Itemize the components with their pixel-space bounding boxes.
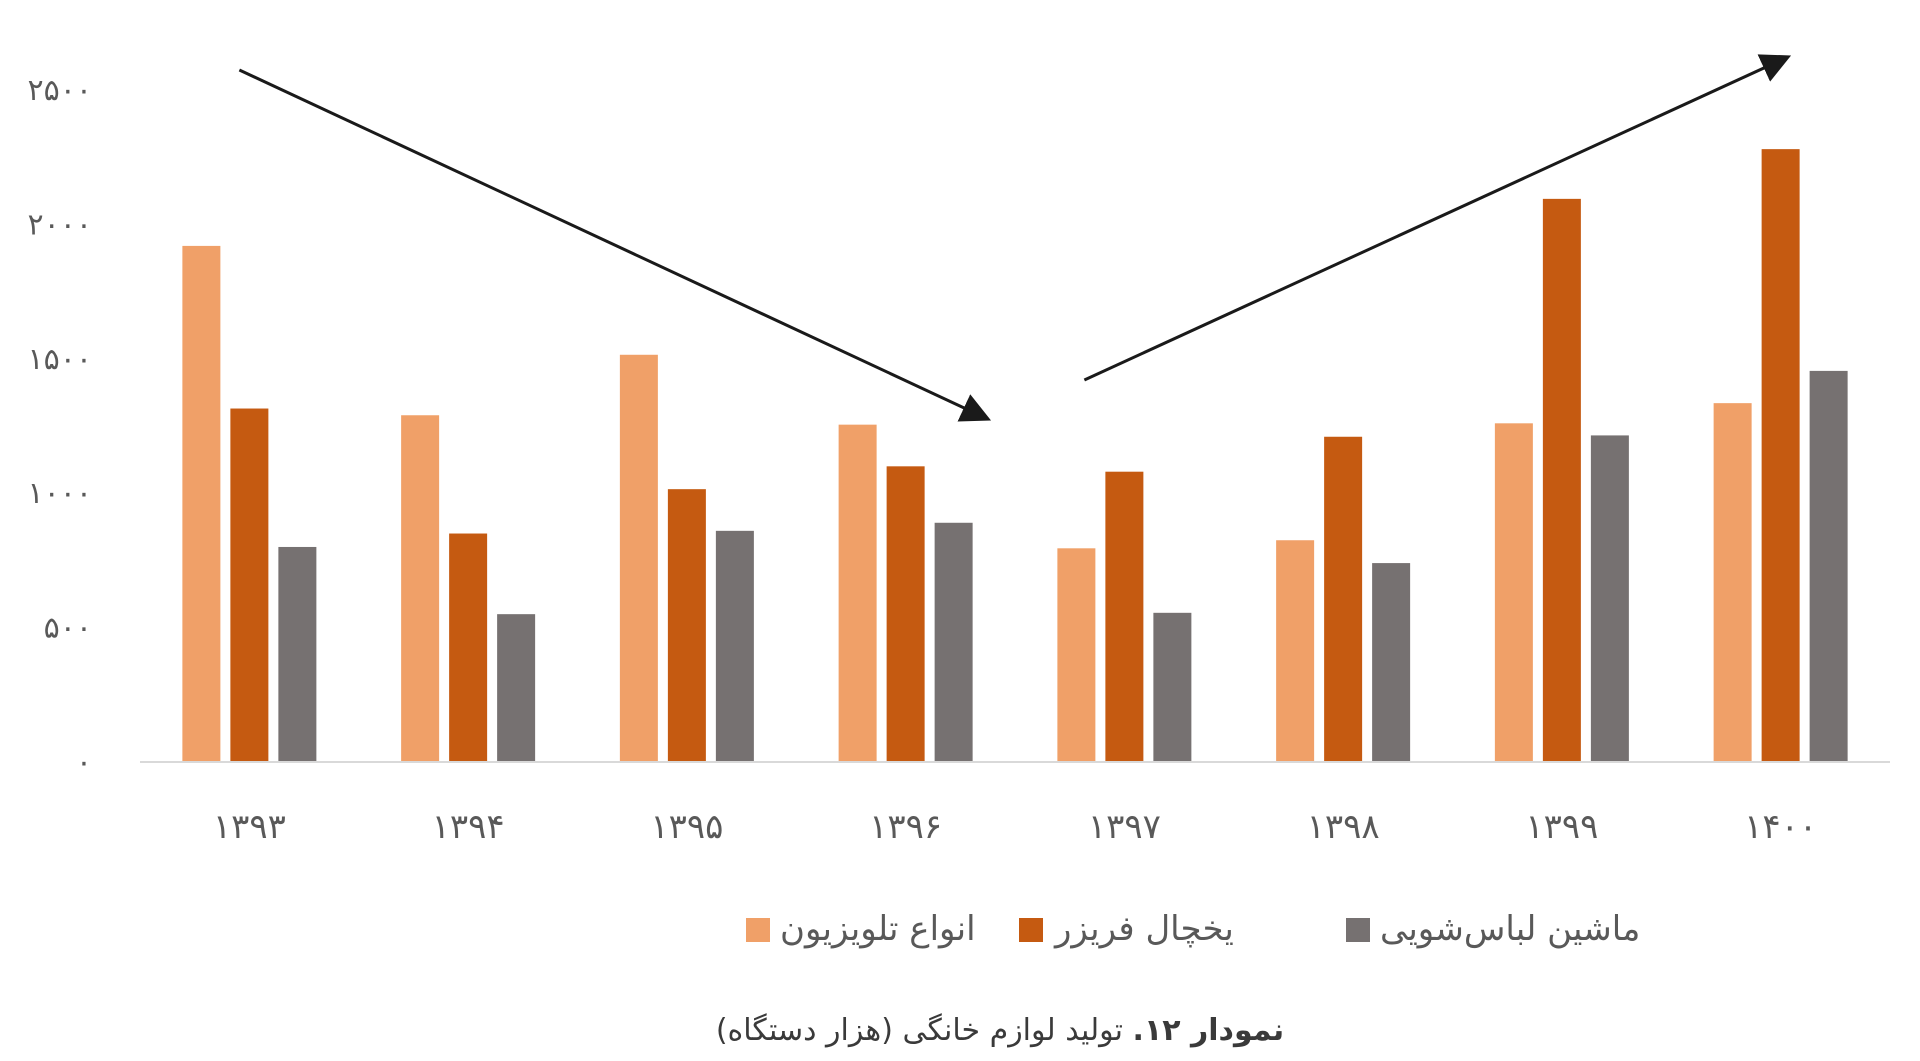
- caption-title: تولید لوازم خانگی (هزار دستگاه): [716, 1013, 1123, 1048]
- bar: [1276, 540, 1315, 762]
- bar: [278, 546, 317, 762]
- y-tick-label: ۱۰۰۰: [28, 476, 92, 511]
- x-tick-label: ۱۳۹۸: [1307, 807, 1380, 847]
- bar: [1590, 435, 1629, 762]
- x-tick-label: ۱۳۹۶: [869, 807, 942, 847]
- bar: [934, 522, 973, 762]
- legend-television-label: انواع تلویزیون: [780, 909, 976, 949]
- bar: [1809, 370, 1848, 762]
- x-tick-label: ۱۴۰۰: [1744, 807, 1817, 847]
- bar: [1542, 198, 1581, 762]
- x-axis-labels: ۱۳۹۳ ۱۳۹۴ ۱۳۹۵ ۱۳۹۶ ۱۳۹۷ ۱۳۹۸ ۱۳۹۹ ۱۴۰۰: [213, 807, 1817, 847]
- x-tick-label: ۱۳۹۹: [1525, 807, 1598, 847]
- trend-arrow-down: [238, 68, 992, 422]
- y-tick-label: ۲۵۰۰: [28, 73, 92, 108]
- bar: [449, 533, 488, 762]
- bar: [182, 245, 221, 763]
- x-tick-label: ۱۳۹۴: [432, 807, 505, 847]
- bar: [619, 354, 658, 762]
- y-axis-ticks: ۰ ۵۰۰ ۱۰۰۰ ۱۵۰۰ ۲۰۰۰ ۲۵۰۰: [28, 73, 92, 780]
- y-tick-label: ۲۰۰۰: [28, 207, 92, 242]
- legend-fridge-freezer-swatch: [1019, 918, 1043, 942]
- trend-arrow-up: [1083, 54, 1792, 382]
- bar: [1324, 436, 1363, 762]
- legend-washing-machine-label: ماشین لباس‌شویی: [1380, 909, 1640, 949]
- bar: [1713, 403, 1752, 762]
- bar: [667, 489, 706, 762]
- bar: [1105, 471, 1144, 762]
- bar: [1153, 612, 1192, 762]
- bar: [497, 614, 536, 762]
- x-tick-label: ۱۳۹۵: [650, 807, 723, 847]
- bar: [401, 415, 440, 762]
- chart-caption: نمودار ۱۲. تولید لوازم خانگی (هزار دستگا…: [716, 1013, 1284, 1048]
- x-tick-label: ۱۳۹۷: [1088, 807, 1161, 847]
- x-tick-label: ۱۳۹۳: [213, 807, 286, 847]
- legend-washing-machine-swatch: [1346, 918, 1370, 942]
- bar: [1057, 548, 1096, 762]
- legend-fridge-freezer-label: یخچال فریزر: [1053, 909, 1234, 949]
- y-tick-label: ۱۵۰۰: [28, 342, 92, 377]
- y-tick-label: ۵۰۰: [44, 611, 92, 646]
- legend-television-swatch: [746, 918, 770, 942]
- bar: [715, 530, 754, 762]
- bar: [1494, 423, 1533, 762]
- y-tick-label: ۰: [76, 745, 92, 780]
- bar: [886, 466, 925, 762]
- caption-number: نمودار ۱۲.: [1133, 1013, 1285, 1048]
- legend: انواع تلویزیون یخچال فریزر ماشین لباس‌شویی: [746, 909, 1640, 949]
- bar-series: [182, 149, 1848, 763]
- bar: [1372, 563, 1411, 762]
- bar: [838, 424, 877, 762]
- bar: [230, 408, 269, 762]
- trend-arrows: [238, 54, 1792, 422]
- bar: [1761, 149, 1800, 763]
